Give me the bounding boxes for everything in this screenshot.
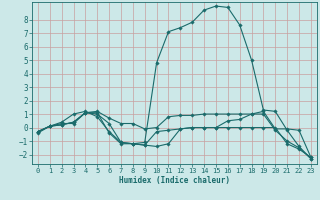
X-axis label: Humidex (Indice chaleur): Humidex (Indice chaleur) [119, 176, 230, 185]
